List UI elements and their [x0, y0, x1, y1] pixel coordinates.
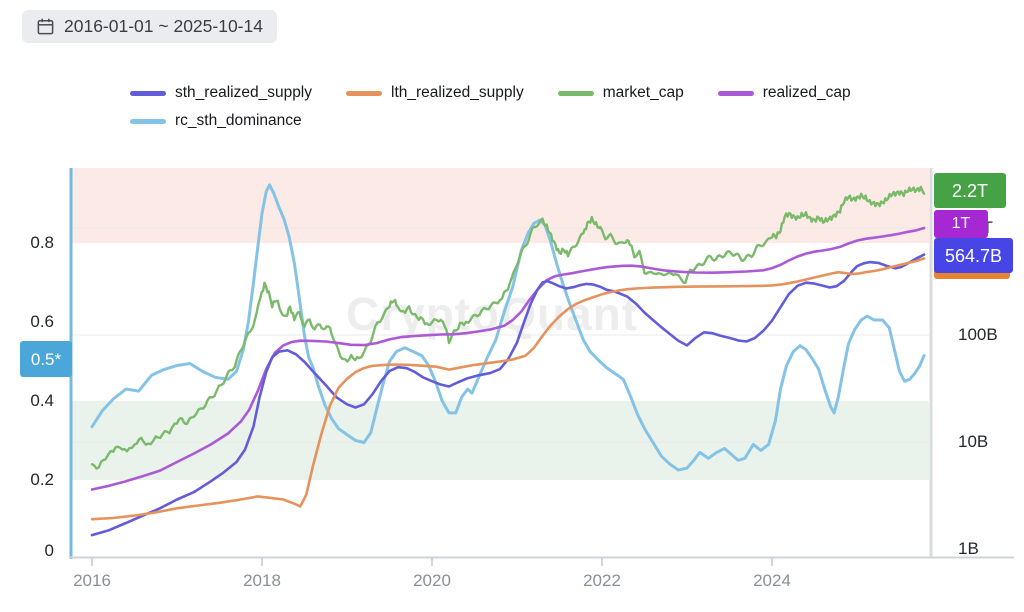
badge-realized-cap: 1T	[934, 210, 988, 238]
x-tick-label-2018: 2018	[243, 571, 281, 590]
badge-market-cap: 2.2T	[934, 173, 1006, 208]
y-left-tick-0.6: 0.6	[30, 312, 54, 331]
y-right-tick-1B: 1B	[958, 539, 979, 558]
legend-item-market-cap[interactable]: market_cap	[557, 84, 684, 102]
series-market_cap	[90, 185, 926, 470]
badge-sth-realized-supply: 564.7B	[934, 238, 1013, 273]
legend-item-sth-realized-supply[interactable]: sth_realized_supply	[130, 84, 312, 102]
date-range-text: 2016-01-01 ~ 2025-10-14	[64, 16, 263, 36]
y-left-tick-0: 0	[44, 541, 54, 560]
legend-item-rc-sth-dominance[interactable]: rc_sth_dominance	[130, 112, 302, 130]
legend-swatch-lth	[346, 90, 383, 96]
plot-series	[90, 183, 926, 537]
date-range-picker[interactable]: 2016-01-01 ~ 2025-10-14	[22, 10, 277, 43]
legend-label: realized_cap	[762, 84, 851, 101]
y-right-tick-10B: 10B	[958, 432, 989, 451]
y-left-tick-0.4: 0.4	[30, 391, 54, 410]
y-left-tick-0.8: 0.8	[30, 233, 54, 252]
legend-item-lth-realized-supply[interactable]: lth_realized_supply	[346, 84, 524, 102]
x-tick-label-2024: 2024	[753, 571, 791, 590]
x-tick-label-2016: 2016	[73, 571, 111, 590]
y-right-tick-100B: 100B	[958, 325, 998, 344]
series-sth_realized_supply	[90, 253, 926, 537]
legend-label: sth_realized_supply	[175, 84, 313, 101]
legend-swatch-market-cap	[557, 90, 594, 96]
legend-label: market_cap	[602, 84, 684, 101]
band	[72, 168, 929, 243]
series-lth_realized_supply	[90, 257, 926, 521]
calendar-icon	[36, 17, 55, 36]
legend-label: lth_realized_supply	[391, 84, 524, 101]
legend-label: rc_sth_dominance	[175, 112, 302, 129]
band	[72, 401, 929, 480]
y-left-tick-0.2: 0.2	[30, 470, 54, 489]
series-rc_sth_dominance	[90, 183, 926, 472]
legend-swatch-sth	[130, 90, 166, 96]
legend-swatch-rc-sth-dominance	[130, 118, 166, 124]
cryptoquant-watermark: CryptoQuant	[346, 288, 639, 340]
chart-legend: sth_realized_supply lth_realized_supply …	[130, 84, 930, 130]
x-tick-label-2022: 2022	[583, 571, 621, 590]
badge-rc-sth-dominance: 0.5*	[20, 341, 72, 377]
legend-swatch-realized-cap	[717, 90, 754, 96]
plot-bands	[72, 168, 929, 480]
x-tick-label-2020: 2020	[413, 571, 451, 590]
legend-item-realized-cap[interactable]: realized_cap	[717, 84, 851, 102]
